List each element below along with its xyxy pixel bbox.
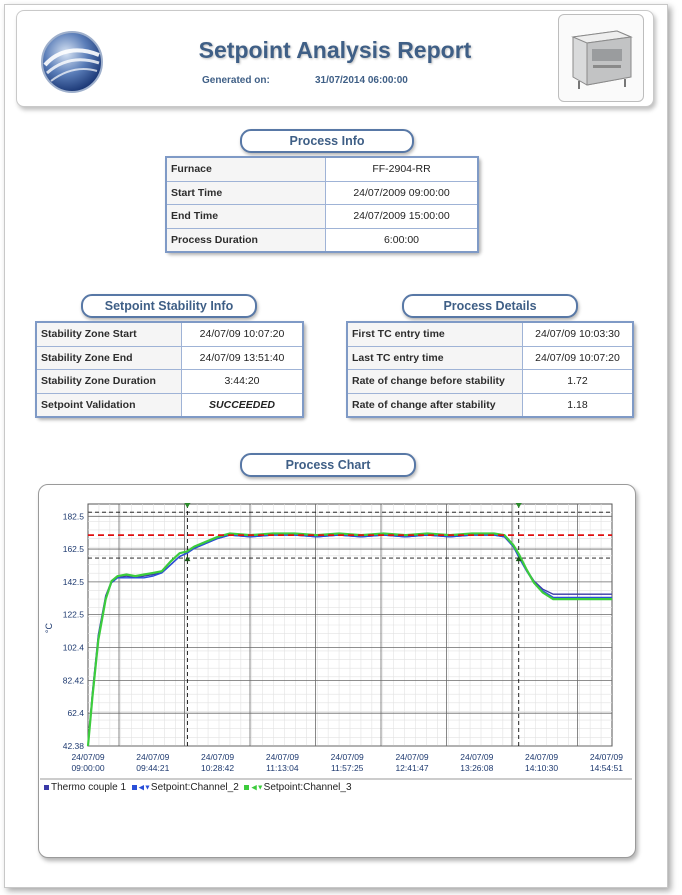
legend-series-3: Setpoint:Channel_3 — [263, 782, 352, 793]
stability-start-marker-icon — [184, 503, 191, 508]
legend-swatch — [44, 784, 49, 790]
legend-swatch — [244, 784, 250, 790]
x-tick-label: 11:57:25 — [331, 763, 364, 773]
generated-value: 31/07/2014 06:00:00 — [315, 75, 408, 86]
x-tick-label: 09:44:21 — [136, 763, 169, 773]
y-tick-label: 102.4 — [63, 643, 85, 653]
stability-end-marker-icon — [515, 503, 522, 508]
table-row: Start Time 24/07/2009 09:00:00 — [165, 180, 479, 205]
x-tick-label: 24/07/09 — [331, 752, 364, 762]
y-tick-label: 122.5 — [63, 610, 85, 620]
legend-series-1: Thermo couple 1 — [51, 782, 127, 793]
row-label: Furnace — [165, 156, 326, 182]
report-header: Setpoint Analysis Report Generated on: 3… — [16, 10, 654, 107]
table-row: First TC entry time 24/07/09 10:03:30 — [346, 321, 634, 347]
row-label: Stability Zone Start — [35, 321, 182, 347]
process-details-table: First TC entry time 24/07/09 10:03:30 Las… — [346, 321, 634, 418]
series-line-3 — [86, 532, 612, 747]
process-chart-heading: Process Chart — [240, 453, 416, 477]
y-tick-label: 42.38 — [63, 741, 85, 751]
row-value: 24/07/09 10:03:30 — [522, 321, 634, 347]
row-label: Rate of change before stability — [346, 369, 523, 394]
chart-legend: Thermo couple 1 ◀▼Setpoint:Channel_2 ◀▼S… — [44, 782, 352, 793]
legend-marker-icon: ◀▼ — [138, 784, 151, 792]
furnace-icon — [571, 30, 633, 89]
table-row: Process Duration 6:00:00 — [165, 227, 479, 253]
table-row: Last TC entry time 24/07/09 10:07:20 — [346, 345, 634, 370]
x-tick-label: 14:54:51 — [590, 763, 623, 773]
row-label: Start Time — [165, 180, 326, 205]
row-label: Stability Zone Duration — [35, 369, 182, 394]
table-row: Stability Zone Start 24/07/09 10:07:20 — [35, 321, 304, 347]
row-label: Stability Zone End — [35, 345, 182, 370]
y-tick-label: 82.42 — [63, 675, 85, 685]
table-row: Rate of change after stability 1.18 — [346, 392, 634, 418]
tc-exit-marker-icon — [515, 556, 522, 562]
y-tick-label: 182.5 — [63, 511, 85, 521]
table-row: Furnace FF-2904-RR — [165, 156, 479, 182]
legend-marker-icon: ◀▼ — [251, 784, 264, 792]
x-tick-label: 14:10:30 — [525, 763, 558, 773]
x-tick-label: 24/07/09 — [266, 752, 299, 762]
setpoint-stability-table: Stability Zone Start 24/07/09 10:07:20 St… — [35, 321, 304, 418]
company-logo-icon — [41, 31, 103, 93]
row-value: 24/07/09 13:51:40 — [181, 345, 304, 370]
x-tick-label: 24/07/09 — [590, 752, 623, 762]
x-tick-label: 12:41:47 — [395, 763, 428, 773]
setpoint-stability-heading: Setpoint Stability Info — [81, 294, 257, 318]
y-tick-label: 62.4 — [67, 708, 84, 718]
x-tick-label: 11:13:04 — [266, 763, 299, 773]
x-tick-label: 24/07/09 — [460, 752, 493, 762]
x-tick-label: 09:00:00 — [71, 763, 104, 773]
legend-series-2: Setpoint:Channel_2 — [150, 782, 239, 793]
row-value: 1.18 — [522, 392, 634, 418]
generated-label: Generated on: — [202, 75, 270, 86]
x-tick-label: 24/07/09 — [71, 752, 104, 762]
report-title: Setpoint Analysis Report — [198, 37, 472, 63]
y-axis-label: °C — [44, 622, 54, 633]
row-value: 24/07/09 10:07:20 — [181, 321, 304, 347]
tc-entry-marker-icon — [184, 556, 191, 562]
row-value: 24/07/09 10:07:20 — [522, 345, 634, 370]
row-value: 6:00:00 — [325, 227, 479, 253]
row-label: First TC entry time — [346, 321, 523, 347]
x-tick-label: 24/07/09 — [201, 752, 234, 762]
x-tick-label: 10:28:42 — [201, 763, 234, 773]
row-label: Last TC entry time — [346, 345, 523, 370]
table-row: Stability Zone End 24/07/09 13:51:40 — [35, 345, 304, 370]
process-info-table: Furnace FF-2904-RR Start Time 24/07/2009 0… — [165, 156, 479, 253]
row-label: Setpoint Validation — [35, 392, 182, 418]
legend-swatch — [131, 784, 137, 790]
process-details-heading: Process Details — [402, 294, 578, 318]
x-tick-label: 24/07/09 — [395, 752, 428, 762]
row-label: Process Duration — [165, 227, 326, 253]
table-row: Setpoint Validation SUCCEEDED — [35, 392, 304, 418]
table-row: End Time 24/07/2009 15:00:00 — [165, 204, 479, 229]
x-tick-label: 24/07/09 — [525, 752, 558, 762]
row-value: 3:44:20 — [181, 369, 304, 394]
table-row: Stability Zone Duration 3:44:20 — [35, 369, 304, 394]
row-value: 24/07/2009 15:00:00 — [325, 204, 479, 229]
process-info-heading: Process Info — [240, 129, 414, 153]
row-label: End Time — [165, 204, 326, 229]
validation-status-badge: SUCCEEDED — [181, 392, 304, 418]
furnace-image — [558, 14, 644, 102]
y-tick-label: 142.5 — [63, 577, 85, 587]
y-tick-label: 162.5 — [63, 544, 85, 554]
row-value: FF-2904-RR — [325, 156, 479, 182]
x-tick-label: 24/07/09 — [136, 752, 169, 762]
row-value: 24/07/2009 09:00:00 — [325, 180, 479, 205]
row-label: Rate of change after stability — [346, 392, 523, 418]
x-tick-label: 13:26:08 — [460, 763, 493, 773]
